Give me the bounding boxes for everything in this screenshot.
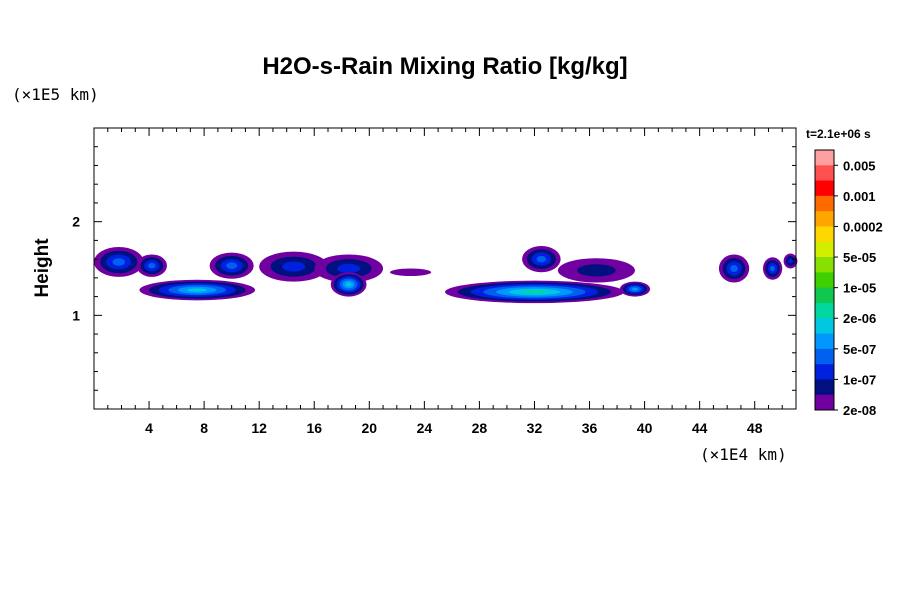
colorbar-swatch: [815, 272, 834, 289]
colorbar-swatch: [815, 333, 834, 350]
rain-contour-8: [445, 280, 624, 304]
rain-contour-3: [209, 252, 254, 279]
plot-frame: [93, 127, 797, 410]
rain-contour-14: [783, 253, 798, 269]
rain-contour-4-level-2: [282, 261, 306, 272]
x-tick-label: 32: [527, 420, 543, 436]
colorbar-frame: [814, 149, 835, 411]
colorbar-swatch: [815, 241, 834, 258]
colorbar-label: 5e-05: [843, 250, 876, 265]
colorbar-swatch: [815, 302, 834, 319]
y-axis-ticks: 12: [72, 146, 796, 391]
rain-contour-12-level-3: [730, 264, 738, 273]
rain-contour-6-level-5: [345, 282, 352, 287]
x-tick-label: 48: [747, 420, 763, 436]
x-tick-label: 28: [472, 420, 488, 436]
colorbar: 0.005 0.001 0.0002 5e-05 1e-05 2e-06 5e-07 1e-0…: [814, 149, 883, 418]
colorbar-swatch: [815, 180, 834, 197]
rain-contour-4: [259, 251, 328, 282]
colorbar-swatch: [815, 211, 834, 227]
x-tick-label: 20: [362, 420, 378, 436]
x-axis-ticks: 4 8 12 16 20 24 28 32 36 40 44 48: [107, 128, 783, 436]
colorbar-label: 2e-08: [843, 403, 876, 418]
rain-contour-5-level-2: [337, 263, 361, 274]
rain-contour-8-level-6: [521, 290, 548, 294]
rain-contour-2: [139, 279, 256, 301]
rain-contour-11-level-4: [631, 287, 638, 291]
colorbar-swatch: [815, 287, 834, 304]
rain-contour-1-level-3: [148, 262, 156, 269]
rain-contour-13-level-3: [770, 265, 776, 272]
colorbar-swatch: [815, 165, 834, 182]
plot-area: [94, 246, 798, 304]
colorbar-swatch: [815, 257, 834, 273]
x-tick-label: 36: [582, 420, 598, 436]
x-tick-label: 16: [306, 420, 322, 436]
rain-contour-7-level-0: [389, 268, 432, 276]
colorbar-label: 0.0002: [843, 219, 883, 234]
colorbar-swatch: [815, 226, 834, 243]
y-tick-label: 1: [72, 307, 80, 323]
x-tick-label: 24: [417, 420, 433, 436]
x-axis-unit: (×1E4 km): [700, 445, 787, 464]
colorbar-swatch: [815, 348, 834, 365]
rain-contour-10: [557, 258, 635, 283]
colorbar-swatch: [815, 150, 834, 166]
x-tick-label: 12: [251, 420, 267, 436]
y-tick-label: 2: [72, 214, 80, 230]
x-tick-label: 4: [145, 420, 153, 436]
rain-contour-2-level-5: [187, 288, 207, 292]
colorbar-swatch: [815, 379, 834, 396]
rain-contour-11: [619, 281, 651, 297]
y-axis-label: Height: [32, 238, 53, 298]
rain-contour-14-level-2: [788, 258, 793, 264]
rain-contour-13: [762, 257, 783, 280]
rain-contour-9-level-3: [536, 255, 547, 263]
chart-title: H2O-s-Rain Mixing Ratio [kg/kg]: [262, 53, 627, 80]
x-tick-label: 8: [200, 420, 208, 436]
colorbar-label: 0.005: [843, 158, 876, 173]
rain-contour-0-level-3: [112, 258, 125, 266]
colorbar-swatch: [815, 195, 834, 212]
rain-contour-0: [94, 246, 144, 277]
colorbar-label: 5e-07: [843, 342, 876, 357]
colorbar-label: 1e-07: [843, 372, 876, 387]
rain-contour-7: [389, 268, 432, 276]
rain-contour-6: [330, 272, 367, 297]
colorbar-swatch: [815, 318, 834, 335]
colorbar-swatch: [815, 364, 834, 380]
x-tick-label: 44: [692, 420, 708, 436]
rain-contour-3-level-3: [226, 262, 238, 269]
rain-contour-1: [136, 254, 167, 277]
rain-contour-9: [522, 246, 561, 273]
colorbar-label: 2e-06: [843, 311, 876, 326]
colorbar-label: 1e-05: [843, 281, 876, 296]
rain-contour-12: [718, 254, 750, 283]
time-label: t=2.1e+06 s: [806, 127, 871, 141]
colorbar-swatch: [815, 394, 834, 411]
colorbar-label: 0.001: [843, 189, 876, 204]
rain-contour-5: [314, 254, 384, 283]
x-tick-label: 40: [637, 420, 653, 436]
y-axis-unit: (×1E5 km): [12, 85, 99, 104]
rain-contour-10-level-1: [577, 264, 616, 277]
